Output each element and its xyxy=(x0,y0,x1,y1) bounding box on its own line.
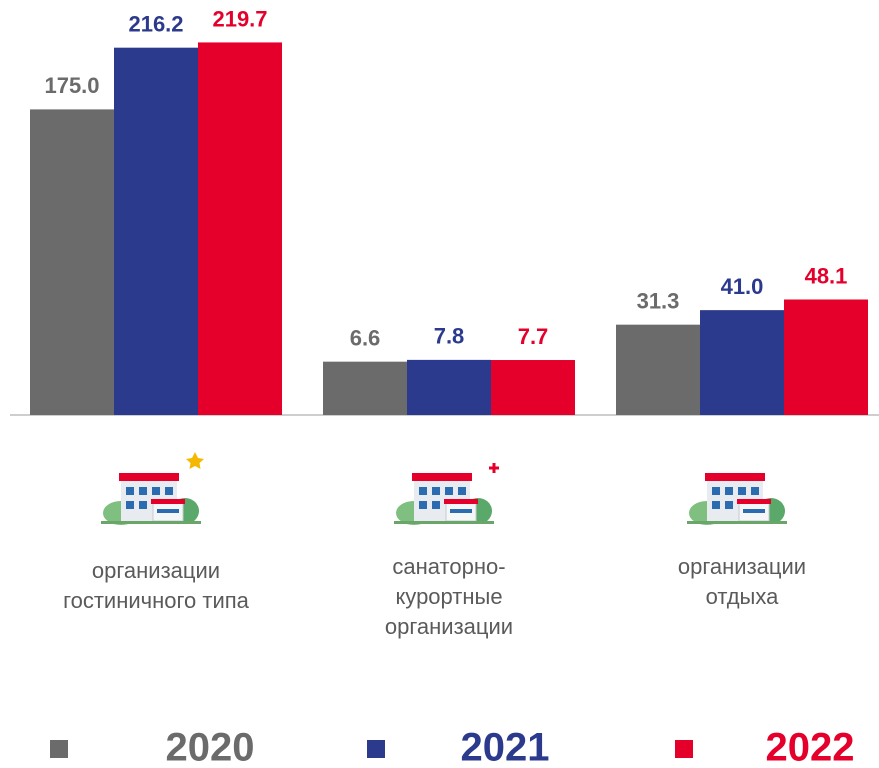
icon-recreation xyxy=(687,472,787,525)
legend-label: 2021 xyxy=(461,726,550,768)
bar xyxy=(30,109,114,416)
legend-label: 2022 xyxy=(766,726,855,768)
bar xyxy=(198,42,282,415)
value-label: 7.7 xyxy=(518,324,549,349)
value-label: 48.1 xyxy=(805,263,848,288)
bar xyxy=(491,360,575,415)
value-label: 216.2 xyxy=(128,11,183,36)
legend-label: 2020 xyxy=(166,726,255,768)
bar xyxy=(784,299,868,415)
value-label: 41.0 xyxy=(721,274,764,299)
bar xyxy=(616,324,700,415)
value-label: 6.6 xyxy=(350,325,381,350)
category-label: санаторно-курортные организации xyxy=(384,554,514,639)
value-label: 219.7 xyxy=(212,6,267,31)
value-label: 7.8 xyxy=(434,324,465,349)
bar xyxy=(407,359,491,415)
bar xyxy=(700,310,784,415)
category-label: организации отдыха xyxy=(677,554,807,609)
bar xyxy=(114,47,198,415)
icon-sanatorium xyxy=(394,463,499,525)
bar xyxy=(323,361,407,415)
legend-swatch xyxy=(675,740,693,758)
legend-swatch xyxy=(367,740,385,758)
icon-hotel xyxy=(101,452,204,525)
value-label: 31.3 xyxy=(637,288,680,313)
legend-swatch xyxy=(50,740,68,758)
value-label: 175.0 xyxy=(44,73,99,98)
category-label: организации гостиничного типа xyxy=(63,558,249,613)
